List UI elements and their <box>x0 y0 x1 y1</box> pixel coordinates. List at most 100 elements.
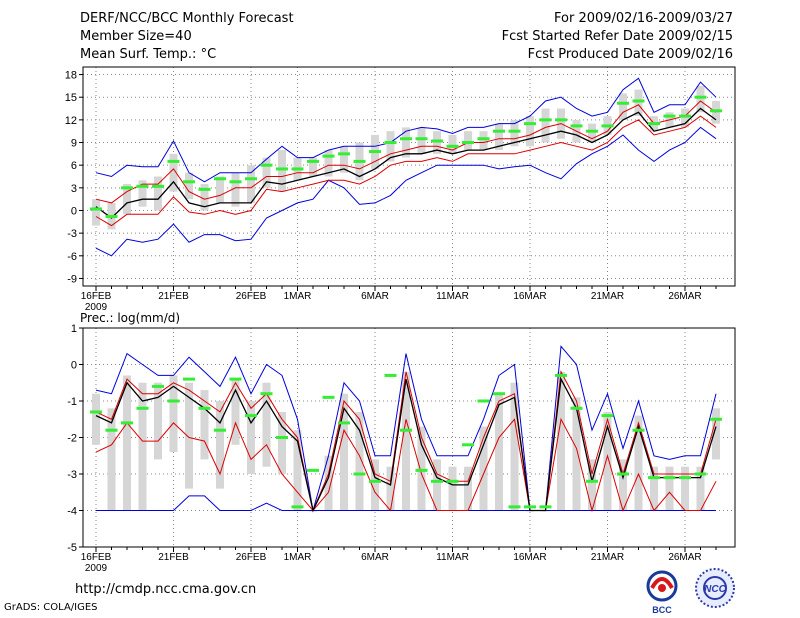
min-line <box>95 126 717 257</box>
max-line <box>95 77 717 183</box>
ensemble-mean-marker <box>493 392 505 396</box>
ensemble-mean-marker <box>167 399 180 403</box>
ensemble-box <box>169 153 178 192</box>
ensemble-box <box>479 426 488 511</box>
x-tick-label: 26MAR <box>668 291 701 302</box>
ensemble-box <box>495 393 503 511</box>
ensemble-box <box>200 184 209 211</box>
ensemble-mean-marker <box>198 187 211 191</box>
ensemble-mean-marker <box>167 159 180 163</box>
ensemble-mean-marker <box>152 184 164 188</box>
ensemble-box <box>696 466 705 511</box>
source-url[interactable]: http://cmdp.ncc.cma.gov.cn <box>75 582 257 597</box>
panel-2: -5 -4 -3 -2 -1 0 1 16FEB 21FEB 26FEB 1MAR 6MAR 11MAR… <box>67 311 736 574</box>
ensemble-box <box>603 411 612 511</box>
ensemble-mean-marker <box>508 505 521 509</box>
x-tick-label: 26FEB <box>236 291 267 302</box>
ensemble-mean-marker <box>260 392 273 396</box>
ensemble-mean-marker <box>694 472 707 476</box>
ensemble-box <box>541 108 550 143</box>
ensemble-box <box>510 382 519 511</box>
ensemble-mean-marker <box>214 428 226 432</box>
y-tick-label: 15 <box>65 92 77 104</box>
ensemble-mean-marker <box>617 101 629 105</box>
ensemble-box <box>696 85 705 113</box>
ensemble-mean-marker <box>648 476 660 480</box>
ensemble-box <box>309 157 317 177</box>
ensemble-mean-marker <box>369 479 381 483</box>
ensemble-box <box>278 411 286 474</box>
year-label: 2009 <box>85 563 108 574</box>
ensemble-box <box>433 131 441 154</box>
ensemble-box <box>464 131 472 151</box>
ensemble-box <box>588 123 596 143</box>
ncc-logo-text: NCC <box>704 584 726 595</box>
ensemble-mean-marker <box>663 476 676 480</box>
ensemble-mean-marker <box>539 505 552 509</box>
ensemble-box <box>619 93 627 120</box>
bcc-logo: BCC <box>646 570 678 615</box>
ensemble-mean-marker <box>648 122 660 126</box>
upper-spread-line <box>95 370 717 513</box>
y-tick-label: 6 <box>71 160 77 172</box>
ensemble-box <box>479 131 488 151</box>
ensemble-mean-marker <box>105 428 118 432</box>
max-line <box>95 345 717 511</box>
ensemble-box <box>340 393 348 511</box>
forecast-started-date: Fcst Started Refer Date 2009/02/15 <box>501 29 733 44</box>
ensemble-box <box>262 382 271 467</box>
ensemble-mean-marker <box>431 139 443 143</box>
forecast-produced-date: Fcst Produced Date 2009/02/16 <box>527 47 733 62</box>
y-tick-label: -2 <box>67 433 77 445</box>
ensemble-mean-marker <box>446 479 459 483</box>
ensemble-mean-marker <box>570 406 583 410</box>
ensemble-box <box>448 134 457 154</box>
ensemble-mean-marker <box>632 99 645 103</box>
ensemble-mean-marker <box>710 109 722 113</box>
y-tick-label: -4 <box>67 506 77 518</box>
ensemble-mean-marker <box>245 177 257 181</box>
ensemble-mean-marker <box>400 428 412 432</box>
ensemble-mean-marker <box>214 177 226 181</box>
ensemble-box <box>138 180 147 207</box>
y-tick-label: 0 <box>71 360 77 372</box>
ensemble-box <box>712 408 720 460</box>
ensemble-box <box>185 172 193 200</box>
ensemble-mean-marker <box>105 215 118 219</box>
ensemble-box <box>169 375 178 453</box>
logos: BCC NCC <box>646 568 735 615</box>
ensemble-box <box>324 150 333 177</box>
forecast-period: For 2009/02/16-2009/03/27 <box>554 11 733 26</box>
ensemble-mean-marker <box>322 154 335 158</box>
ensemble-box <box>123 184 131 215</box>
ensemble-mean-marker <box>369 150 381 154</box>
ensemble-mean-marker <box>121 186 133 190</box>
ensemble-box <box>262 157 271 188</box>
ensemble-mean-marker <box>710 417 722 421</box>
ensemble-mean-marker <box>90 207 102 211</box>
x-tick-label: 6MAR <box>361 552 389 563</box>
ncc-logo: NCC <box>695 568 735 608</box>
ensemble-box <box>216 176 224 203</box>
ensemble-mean-marker <box>384 141 397 145</box>
x-tick-label: 16FEB <box>81 552 112 563</box>
mean-line <box>95 376 717 513</box>
ensemble-box <box>417 426 426 511</box>
ensemble-mean-marker <box>694 95 707 99</box>
ensemble-mean-marker <box>136 406 149 410</box>
ensemble-mean-marker <box>617 472 629 476</box>
x-tick-label: 21MAR <box>591 552 624 563</box>
x-tick-label: 1MAR <box>284 552 312 563</box>
ensemble-mean-marker <box>570 124 583 128</box>
y-tick-label: 0 <box>71 205 77 217</box>
ensemble-box <box>216 401 224 489</box>
ensemble-mean-marker <box>291 505 304 509</box>
ensemble-mean-marker <box>198 406 211 410</box>
ensemble-mean-marker <box>276 436 288 439</box>
y-tick-label: 9 <box>71 138 77 150</box>
mean-line <box>95 107 717 219</box>
x-tick-label: 6MAR <box>361 291 389 302</box>
ensemble-box <box>293 430 302 511</box>
x-tick-label: 16MAR <box>513 291 546 302</box>
ensemble-box <box>433 459 441 511</box>
